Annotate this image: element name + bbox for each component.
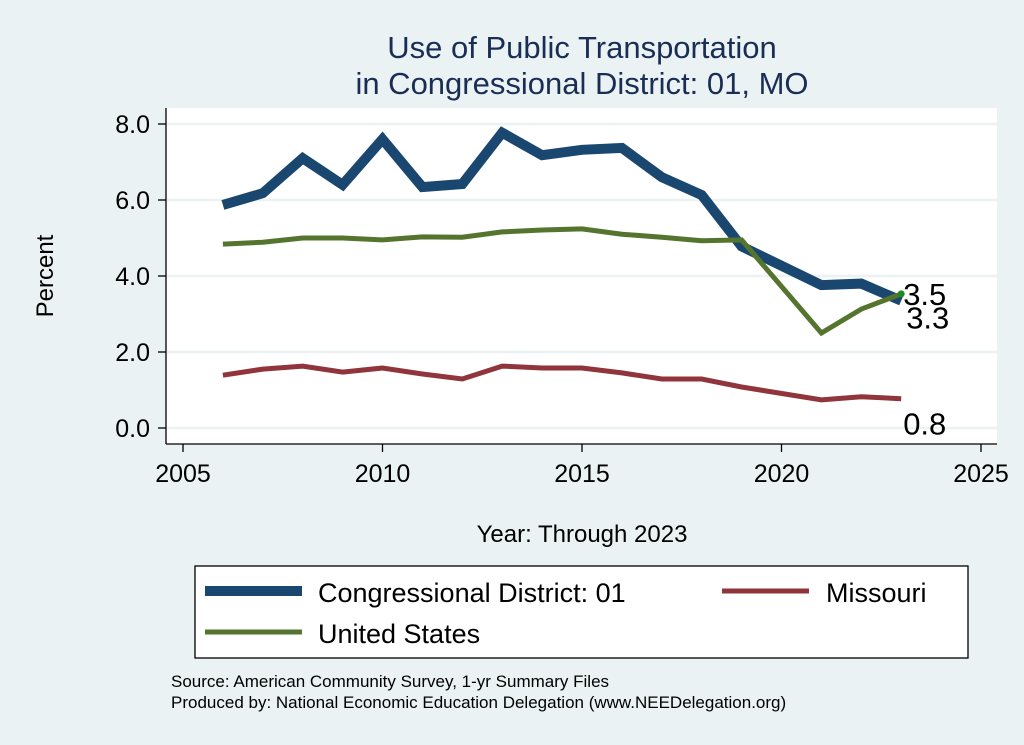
legend-box: [194, 565, 969, 659]
series-line-united-states: [222, 226, 903, 337]
us-end-marker: [897, 290, 905, 298]
gridlines: [167, 122, 997, 430]
y-tick-label: 6.0: [115, 187, 150, 215]
y-tick-label: 4.0: [115, 263, 150, 291]
y-tick-label: 8.0: [115, 111, 150, 139]
producer-note: Produced by: National Economic Education…: [171, 693, 786, 712]
chart-title-line-2: in Congressional District: 01, MO: [355, 66, 808, 101]
legend: Congressional District: 01 Missouri Unit…: [194, 565, 969, 659]
legend-label-missouri: Missouri: [826, 578, 927, 608]
x-axis-ticks: 2005 2010 2015 2020 2025: [155, 444, 1009, 488]
legend-label-united-states: United States: [318, 619, 480, 649]
x-tick-label: 2005: [155, 460, 211, 488]
chart-title-line-1: Use of Public Transportation: [387, 30, 776, 65]
x-axis-title: Year: Through 2023: [477, 521, 688, 548]
y-axis-title: Percent: [32, 234, 59, 317]
series-lines: [221, 126, 905, 403]
end-label-missouri: 0.8: [903, 407, 946, 442]
series-line-congressional-district-01: [221, 126, 904, 306]
series-line-missouri: [222, 363, 902, 403]
y-axis-ticks: 0.0 2.0 4.0 6.0 8.0: [115, 111, 166, 443]
x-tick-label: 2010: [355, 460, 411, 488]
legend-label-congressional-district: Congressional District: 01: [318, 578, 626, 608]
end-label-congressional-district-01: 3.3: [906, 301, 949, 336]
x-tick-label: 2025: [953, 460, 1009, 488]
y-tick-label: 2.0: [115, 339, 150, 367]
x-tick-label: 2015: [554, 460, 610, 488]
end-label-united-states: 3.5: [903, 277, 946, 312]
source-note: Source: American Community Survey, 1-yr …: [171, 672, 609, 691]
end-labels: 3.53.3 0.8: [903, 277, 949, 442]
y-tick-label: 0.0: [115, 415, 150, 443]
x-tick-label: 2020: [754, 460, 810, 488]
